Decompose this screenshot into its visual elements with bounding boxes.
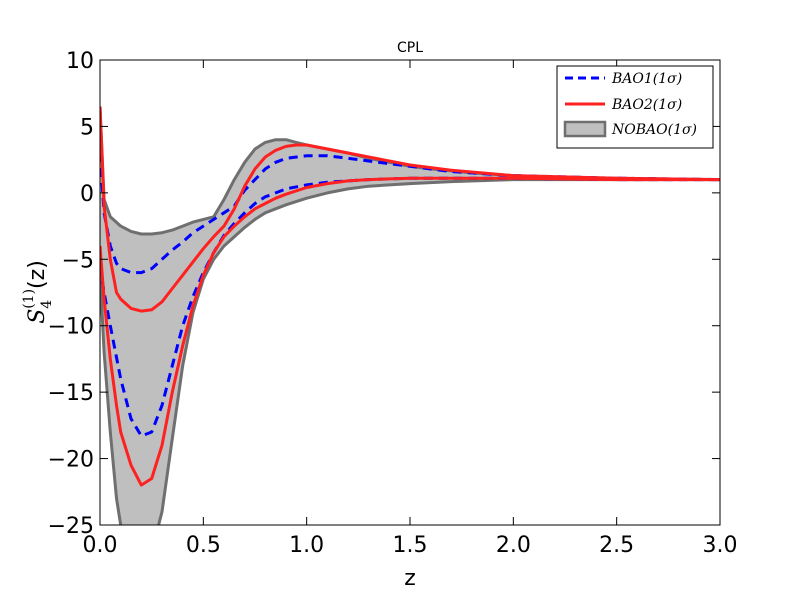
legend-label-bao2: BAO2(1σ) (611, 97, 682, 113)
legend-swatch-nobao (563, 120, 607, 138)
x-tick-label: 1.5 (393, 533, 428, 558)
x-tick-label: 2.5 (599, 533, 634, 558)
series-line-bao2-lower (100, 176, 720, 487)
svg-text:S4(1)(z): S4(1)(z) (21, 260, 55, 324)
y-tick-label: 10 (66, 49, 94, 74)
legend-label-bao1: BAO1(1σ) (611, 71, 682, 87)
legend-label-nobao: NOBAO(1σ) (611, 122, 697, 138)
y-label-tail: (z) (25, 260, 50, 289)
y-tick-label: −15 (48, 381, 94, 406)
x-tick-label: 0.0 (83, 533, 118, 558)
series-line-bao1-upper (100, 152, 720, 275)
y-tick-label: −25 (48, 514, 94, 539)
y-label-subscript: 4 (39, 300, 55, 309)
y-tick-label: −20 (48, 448, 94, 473)
chart-title: CPL (397, 40, 423, 56)
band-layer (100, 106, 720, 525)
series-line-nobao-lower (100, 178, 720, 525)
x-tick-label: 2.0 (496, 533, 531, 558)
tick-layer: 0.0 0.5 1.0 1.5 2.0 2.5 3.0 −25 −20 −15 −10 −5 0 5 10 (48, 49, 738, 558)
x-axis-label: z (404, 566, 416, 591)
y-axis-label: S4(1)(z) (21, 260, 55, 324)
series-line-bao2-upper (100, 106, 720, 313)
series-layer (100, 106, 720, 525)
y-label-symbol: S (25, 309, 50, 324)
legend: BAO1(1σ) BAO2(1σ) NOBAO(1σ) (556, 65, 714, 149)
x-tick-label: 0.5 (186, 533, 221, 558)
y-tick-label: 0 (80, 182, 94, 207)
x-tick-label: 1.0 (289, 533, 324, 558)
y-tick-label: −5 (62, 248, 94, 273)
y-label-superscript: (1) (21, 289, 37, 309)
x-tick-label: 3.0 (703, 533, 738, 558)
nobao-band (100, 106, 720, 525)
y-tick-label: −10 (48, 315, 94, 340)
y-tick-label: 5 (80, 115, 94, 140)
